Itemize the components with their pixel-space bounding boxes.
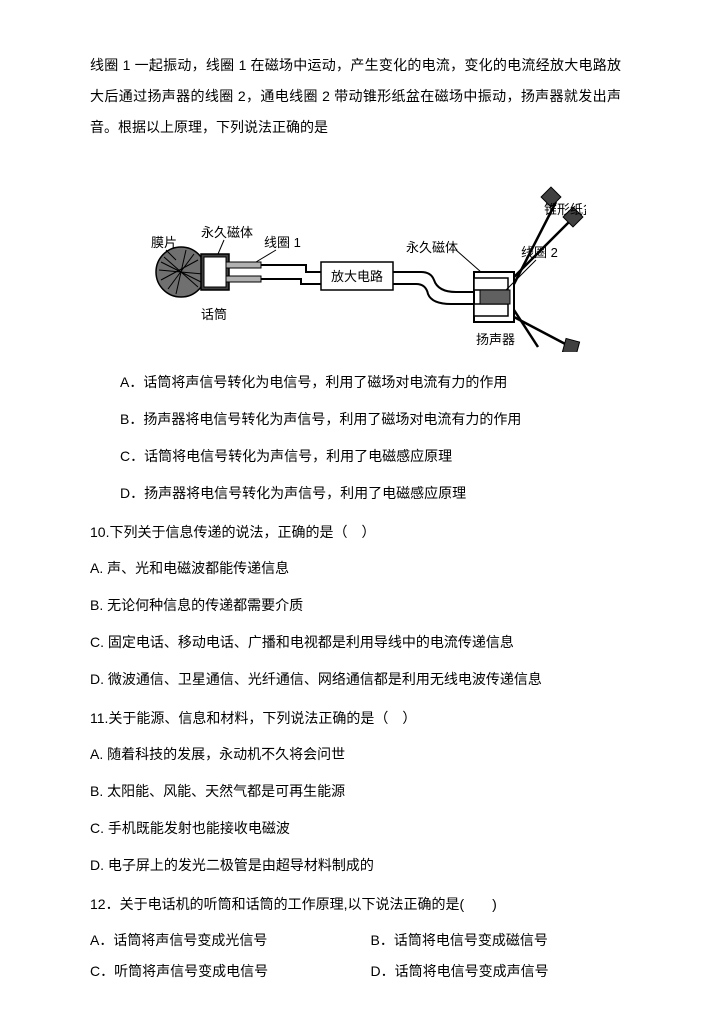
q11-option-d: D. 电子屏上的发光二极管是由超导材料制成的 (90, 850, 621, 881)
q12-option-a: A．话筒将声信号变成光信号 (90, 925, 341, 956)
wire-amp-spk-top (393, 272, 474, 292)
q10-option-d: D. 微波通信、卫星通信、光纤通信、网络通信都是利用无线电波传递信息 (90, 664, 621, 695)
question-intro: 线圈 1 一起振动，线圈 1 在磁场中运动，产生变化的电流，变化的电流经放大电路… (90, 50, 621, 142)
mic-label: 话筒 (201, 307, 227, 322)
q9-option-d: D．扬声器将电信号转化为声信号，利用了电磁感应原理 (120, 478, 621, 509)
amp-label-text: 放大电路 (330, 269, 382, 284)
microphone-head (156, 247, 206, 297)
speaker-magnet-slot1 (474, 278, 508, 290)
q10-option-b: B. 无论何种信息的传递都需要介质 (90, 590, 621, 621)
speaker-magnet-slot2 (474, 304, 508, 316)
magnet1-inner (204, 257, 226, 287)
q12-option-b: B．话筒将电信号变成磁信号 (371, 925, 622, 956)
q9-option-b: B．扬声器将电信号转化为声信号，利用了磁场对电流有力的作用 (120, 404, 621, 435)
wire-amp-spk-bot (393, 284, 474, 304)
speaker-magnet-core (480, 290, 510, 304)
coil2-label: 线圈 2 (521, 245, 558, 260)
coil1-wire-bot (226, 276, 261, 282)
membrane-label: 膜片 (151, 235, 177, 250)
coil1-label: 线圈 1 (264, 235, 301, 250)
q10-option-c: C. 固定电话、移动电话、广播和电视都是利用导线中的电流传递信息 (90, 627, 621, 658)
q11-option-a: A. 随着科技的发展，永动机不久将会问世 (90, 739, 621, 770)
coil1-wire-top (226, 262, 261, 268)
q9-option-c: C．话筒将电信号转化为声信号，利用了电磁感应原理 (120, 441, 621, 472)
magnet2-label: 永久磁体 (406, 240, 458, 255)
wire-mic-amp-top (261, 265, 321, 272)
magnet1-label: 永久磁体 (201, 225, 253, 240)
q12-stem: 12．关于电话机的听筒和话筒的工作原理,以下说法正确的是( ) (90, 889, 621, 920)
speaker-label: 扬声器 (476, 332, 515, 347)
q12-option-d: D．话筒将电信号变成声信号 (371, 956, 622, 987)
q9-option-a: A．话筒将声信号转化为电信号，利用了磁场对电流有力的作用 (120, 367, 621, 398)
q11-option-b: B. 太阳能、风能、天然气都是可再生能源 (90, 776, 621, 807)
circuit-diagram: 放大电路 膜片 永久磁体 线圈 1 永久磁体 线圈 2 锥形纸盆 话筒 扬声器 (90, 162, 621, 352)
q10-stem: 10.下列关于信息传递的说法，正确的是（ ） (90, 517, 621, 548)
wire-mic-amp-bot (261, 279, 321, 284)
q10-option-a: A. 声、光和电磁波都能传递信息 (90, 553, 621, 584)
q12-option-c: C．听筒将声信号变成电信号 (90, 956, 341, 987)
cone-label: 锥形纸盆 (544, 202, 586, 217)
q11-stem: 11.关于能源、信息和材料，下列说法正确的是（ ） (90, 703, 621, 734)
q11-option-c: C. 手机既能发射也能接收电磁波 (90, 813, 621, 844)
